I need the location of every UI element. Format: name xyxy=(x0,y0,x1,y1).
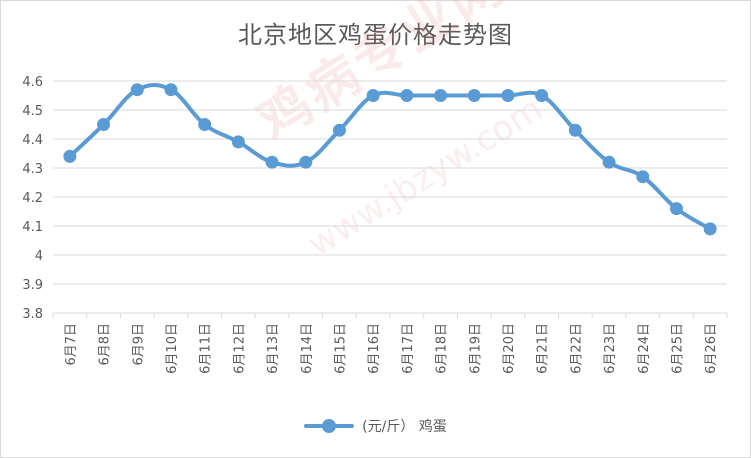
x-tick-label: 6月15日 xyxy=(333,323,348,374)
data-point xyxy=(63,149,77,163)
data-point xyxy=(97,118,111,131)
data-point xyxy=(332,123,346,137)
data-point xyxy=(669,202,683,216)
data-point xyxy=(636,170,650,184)
x-tick-label: 6月10日 xyxy=(165,323,180,374)
x-tick-label: 6月20日 xyxy=(502,323,517,374)
line-chart: 3.8 3.9 4 4.1 4.2 4.3 4.4 4.5 4.6 6月7日 6月8日 6月9日 6月1… xyxy=(22,75,728,374)
y-tick-label: 4.5 xyxy=(22,104,43,119)
data-point xyxy=(265,155,279,169)
data-point xyxy=(501,89,515,102)
x-tick-label: 6月26日 xyxy=(704,323,719,374)
legend-label: (元/斤） 鸡蛋 xyxy=(362,419,447,435)
x-tick-label: 6月25日 xyxy=(670,323,685,374)
x-tick-label: 6月21日 xyxy=(536,323,551,374)
data-point xyxy=(130,83,144,97)
x-tick-label: 6月17日 xyxy=(401,323,416,374)
x-tick-label: 6月22日 xyxy=(569,323,584,374)
y-tick-label: 4.3 xyxy=(22,162,43,177)
y-tick-label: 3.9 xyxy=(22,278,43,293)
legend: (元/斤） 鸡蛋 xyxy=(1,415,750,437)
y-tick-label: 4.4 xyxy=(22,133,43,148)
x-tick-label: 6月8日 xyxy=(98,323,113,366)
x-tick-label: 6月14日 xyxy=(300,323,315,374)
x-tick-label: 6月11日 xyxy=(199,323,214,374)
x-tick-label: 6月16日 xyxy=(367,323,382,374)
y-tick-label: 3.8 xyxy=(22,307,43,322)
x-tick-label: 6月13日 xyxy=(266,323,281,374)
data-point xyxy=(568,123,582,137)
data-point xyxy=(231,135,245,149)
y-tick-label: 4 xyxy=(35,249,43,264)
data-point xyxy=(400,89,414,102)
series-line xyxy=(67,83,713,231)
legend-marker xyxy=(304,419,355,433)
data-point xyxy=(535,89,549,102)
x-tick-label: 6月9日 xyxy=(131,323,146,366)
data-point xyxy=(299,155,313,169)
data-point xyxy=(703,222,717,236)
data-point xyxy=(164,83,178,97)
data-point xyxy=(434,89,448,102)
x-tick-label: 6月23日 xyxy=(603,323,618,374)
x-tick-label: 6月7日 xyxy=(64,323,79,366)
x-tick-label: 6月19日 xyxy=(468,323,483,374)
data-point xyxy=(467,89,481,102)
y-tick-label: 4.6 xyxy=(22,75,43,90)
chart-title: 北京地区鸡蛋价格走势图 xyxy=(238,21,513,49)
x-tick-label: 6月18日 xyxy=(435,323,450,374)
x-tick-label: 6月12日 xyxy=(232,323,247,374)
x-tick-label: 6月24日 xyxy=(637,323,652,374)
y-tick-label: 4.1 xyxy=(22,220,43,235)
y-tick-label: 4.2 xyxy=(22,191,43,206)
data-point xyxy=(602,155,616,169)
data-point xyxy=(366,89,380,102)
data-point xyxy=(198,118,212,131)
